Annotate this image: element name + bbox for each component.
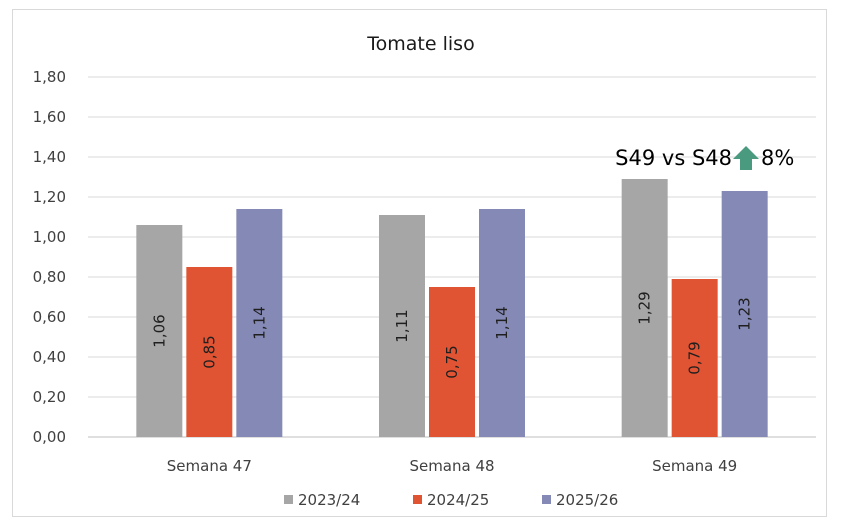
data-label: 0,79 — [686, 341, 704, 374]
chart-frame: Tomate liso 1,06 0,85 1,14 1,11 0,75 1,14 1,29… — [12, 9, 827, 517]
legend-swatch — [284, 495, 293, 504]
bar-2024-25-0 — [186, 267, 233, 437]
legend-label: 2023/24 — [298, 491, 360, 509]
x-category-label: Semana 49 — [652, 457, 737, 475]
annotation-text: S49 vs S48 — [615, 146, 732, 170]
y-tick-label: 0,00 — [33, 428, 66, 446]
y-tick-label: 0,60 — [33, 308, 66, 326]
bar-2023-24-1 — [379, 215, 425, 437]
bar-2025-26-1 — [479, 209, 525, 437]
chart-title: Tomate liso — [366, 33, 474, 55]
chart-svg: Tomate liso 1,06 0,85 1,14 1,11 0,75 1,14 1,29… — [33, 33, 816, 509]
bar-2025-26-0 — [236, 209, 283, 437]
data-label: 1,14 — [493, 306, 511, 339]
y-tick-label: 0,40 — [33, 348, 66, 366]
y-tick-label: 0,20 — [33, 388, 66, 406]
y-tick-label: 1,60 — [33, 108, 66, 126]
y-tick-label: 1,00 — [33, 228, 66, 246]
bar-2025-26-2 — [721, 191, 768, 437]
bar-2023-24-2 — [621, 179, 668, 437]
bars: 1,06 0,85 1,14 1,11 0,75 1,14 1,29 0,79 1,23 — [136, 179, 768, 437]
bar-2024-25-2 — [671, 279, 718, 437]
legend-swatch — [542, 495, 551, 504]
x-categories: Semana 47 Semana 48 Semana 49 — [167, 457, 737, 475]
legend: 2023/24 2024/25 2025/26 — [284, 491, 618, 509]
y-tick-label: 1,80 — [33, 68, 66, 86]
data-label: 1,11 — [393, 309, 411, 342]
data-label: 0,85 — [200, 335, 218, 368]
y-tick-label: 1,20 — [33, 188, 66, 206]
bar-2023-24-0 — [136, 225, 183, 437]
legend-label: 2024/25 — [427, 491, 489, 509]
annotation: S49 vs S48 8% — [615, 146, 794, 170]
data-label: 1,06 — [150, 314, 168, 347]
legend-swatch — [413, 495, 422, 504]
data-label: 1,29 — [636, 291, 654, 324]
legend-label: 2025/26 — [556, 491, 618, 509]
data-label: 1,14 — [250, 306, 268, 339]
data-label: 0,75 — [443, 345, 461, 378]
x-category-label: Semana 47 — [167, 457, 252, 475]
annotation-percent: 8% — [761, 146, 794, 170]
data-label: 1,23 — [736, 297, 754, 330]
y-tick-label: 1,40 — [33, 148, 66, 166]
up-arrow-icon — [733, 146, 759, 170]
bar-2024-25-1 — [429, 287, 475, 437]
x-category-label: Semana 48 — [409, 457, 494, 475]
y-tick-label: 0,80 — [33, 268, 66, 286]
y-ticks: 0,00 0,20 0,40 0,60 0,80 1,00 1,20 1,40 1,60 1,80 — [33, 68, 66, 446]
